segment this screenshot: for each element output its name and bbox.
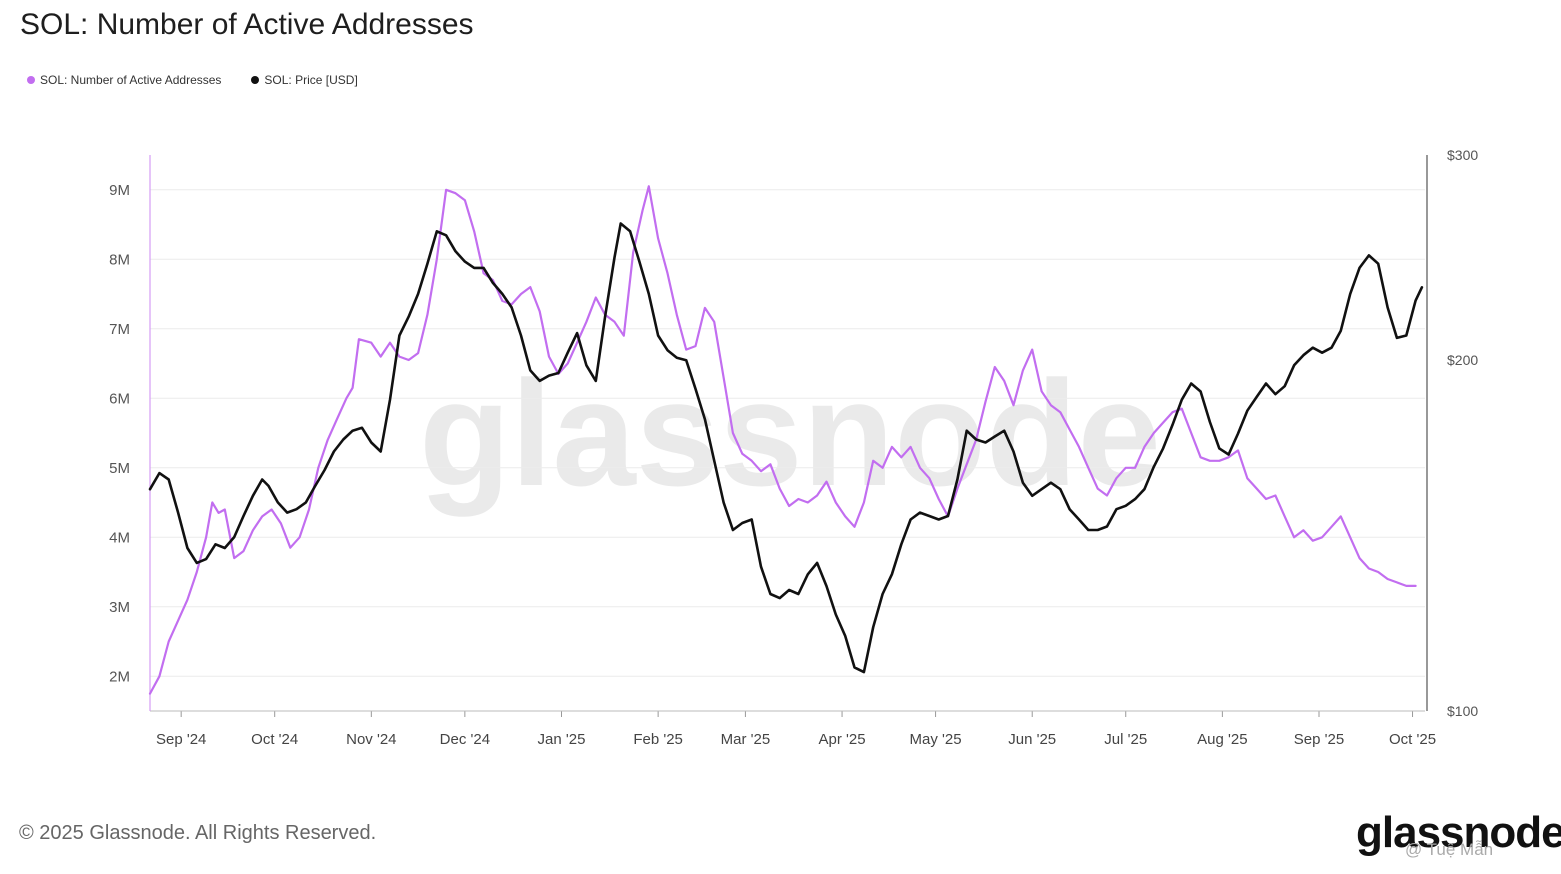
x-tick-label: Nov '24 [346,731,396,748]
x-tick-label: Mar '25 [721,731,771,748]
axes [149,155,1428,717]
y-left-tick-label: 4M [109,529,130,546]
x-tick-label: Jul '25 [1104,731,1147,748]
series-lines [148,185,1424,695]
copyright: © 2025 Glassnode. All Rights Reserved. [19,822,377,844]
x-tick-label: Oct '24 [251,731,298,748]
series-line-price [148,222,1424,674]
series-line-active-addresses [148,185,1417,695]
x-tick-label: Sep '24 [156,731,206,748]
x-tick-label: Dec '24 [440,731,490,748]
tick-labels: 2M 3M 4M 5M 6M 7M 8M 9M $100 $200 $300 Sep '24 Oct '… [109,147,1478,748]
watermark: glassnode [419,349,1161,517]
y-left-tick-label: 8M [109,251,130,268]
legend-label: SOL: Number of Active Addresses [40,73,222,87]
x-tick-label: Oct '25 [1389,731,1436,748]
x-tick-label: May '25 [910,731,962,748]
legend-item-active-addresses[interactable]: SOL: Number of Active Addresses [27,73,221,87]
y-left-tick-label: 7M [109,321,130,338]
grid-lines [150,189,1425,677]
credit-watermark: @ Tuệ Mẫn [1405,840,1494,859]
legend-dot-icon [251,76,260,84]
legend: SOL: Number of Active Addresses SOL: Pri… [27,73,358,87]
y-left-tick-label: 6M [109,390,130,407]
x-tick-label: Sep '25 [1294,731,1344,748]
y-left-tick-label: 9M [109,182,130,199]
y-right-tick-label: $300 [1447,147,1478,163]
legend-label: SOL: Price [USD] [264,73,358,87]
x-tick-label: Apr '25 [819,731,866,748]
y-right-tick-label: $100 [1447,703,1478,719]
y-left-tick-label: 3M [109,599,130,616]
x-tick-label: Jan '25 [538,731,586,748]
x-tick-label: Jun '25 [1008,731,1056,748]
page-title: SOL: Number of Active Addresses [20,8,474,41]
x-tick-label: Aug '25 [1197,731,1247,748]
legend-dot-icon [27,76,35,84]
y-left-tick-label: 2M [109,668,130,685]
legend-item-price[interactable]: SOL: Price [USD] [251,73,358,87]
y-right-tick-label: $200 [1447,352,1478,368]
brand-logo: glassnode [1356,808,1561,857]
y-left-tick-label: 5M [109,460,130,477]
x-tick-label: Feb '25 [633,731,683,748]
